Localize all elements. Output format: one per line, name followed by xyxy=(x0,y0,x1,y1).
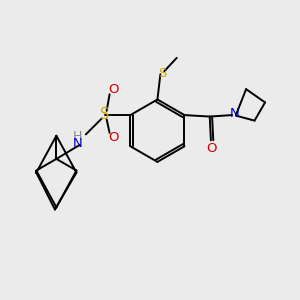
Text: O: O xyxy=(206,142,217,155)
Text: N: N xyxy=(73,137,82,150)
Text: S: S xyxy=(100,107,110,122)
Text: H: H xyxy=(73,130,82,143)
Text: O: O xyxy=(108,83,119,96)
Text: S: S xyxy=(158,67,166,80)
Text: O: O xyxy=(108,131,119,144)
Text: N: N xyxy=(230,107,239,120)
